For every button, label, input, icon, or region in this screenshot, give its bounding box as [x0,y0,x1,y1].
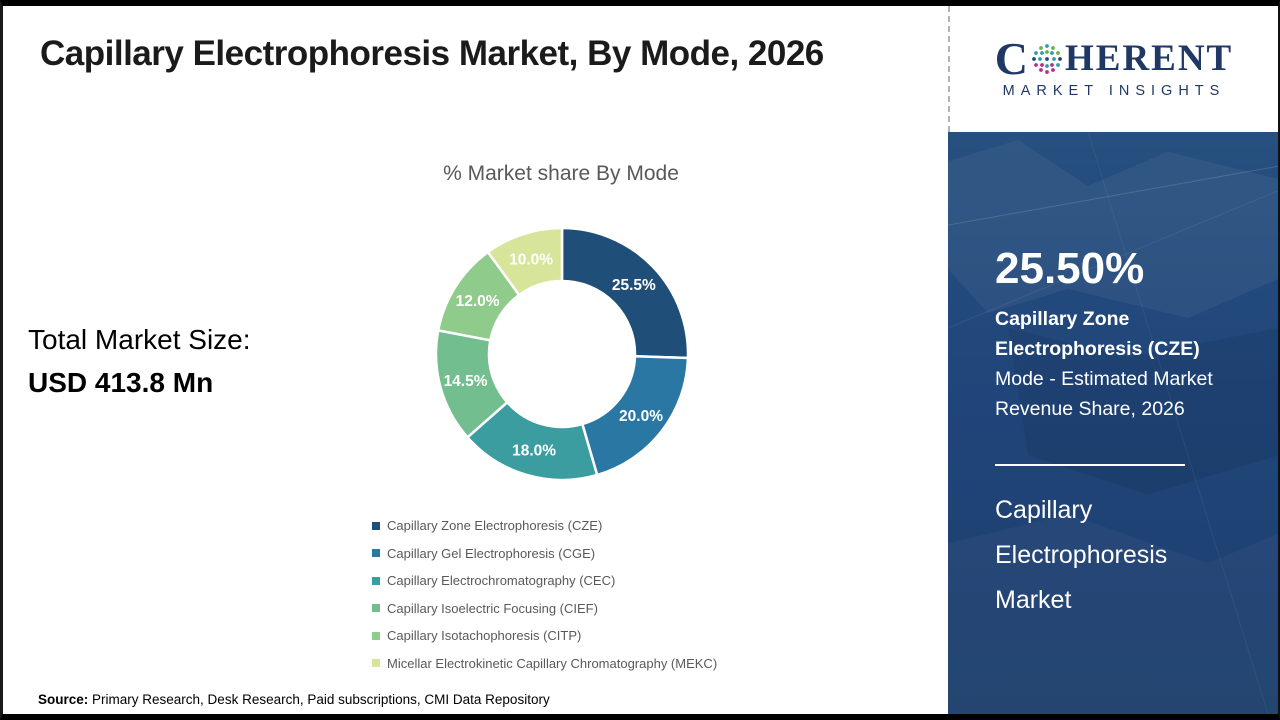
legend-item: Capillary Electrochromatography (CEC) [372,567,717,595]
legend-swatch-icon [372,576,380,585]
legend-label: Micellar Electrokinetic Capillary Chroma… [387,655,718,671]
donut-chart: 25.5% 20.0% 18.0% 14.5% 12.0% 10.0% [434,226,690,482]
logo-subtitle: MARKET INSIGHTS [1002,83,1226,99]
legend-swatch-icon [372,604,380,613]
legend-swatch-icon [372,659,380,668]
donut-slice-label: 25.5% [612,277,656,294]
source-text: Primary Research, Desk Research, Paid su… [92,692,550,707]
legend-label: Capillary Gel Electrophoresis (CGE) [387,545,596,561]
total-market-size-value: USD 413.8 Mn [28,367,214,398]
legend-item: Capillary Gel Electrophoresis (CGE) [372,540,717,568]
donut-slice [486,226,564,297]
donut-slice-label: 20.0% [619,408,663,425]
chart-legend: Capillary Zone Electrophoresis (CZE) Capi… [372,512,717,677]
legend-swatch-icon [372,521,380,530]
logo-wordmark: C HERENT [994,33,1234,84]
donut-slice-label: 14.5% [444,373,488,390]
donut-slice-label: 18.0% [512,443,556,460]
logo-globe-icon [1032,44,1062,74]
donut-slice-label: 12.0% [456,293,500,310]
highlight-stat-segment: Capillary Zone Electrophoresis (CZE) [995,308,1200,360]
total-market-size-label: Total Market Size: [28,324,251,355]
legend-label: Capillary Zone Electrophoresis (CZE) [387,518,603,534]
source-note: Source: Primary Research, Desk Research,… [38,692,550,707]
logo: C HERENT MARKET INSIGHTS [948,6,1278,132]
donut-slice [560,226,690,360]
legend-label: Capillary Isoelectric Focusing (CIEF) [387,600,598,616]
sidebar-highlight-panel: 25.50% Capillary Zone Electrophoresis (C… [948,132,1278,714]
legend-item: Micellar Electrokinetic Capillary Chroma… [372,650,717,678]
highlight-stat-value: 25.50% [995,244,1145,293]
sidebar: C HERENT MARKET INSIGHTS [948,6,1278,714]
total-market-size: Total Market Size: USD 413.8 Mn [28,324,251,399]
highlight-stat-description: Capillary Zone Electrophoresis (CZE) Mod… [995,304,1247,424]
legend-label: Capillary Electrochromatography (CEC) [387,573,616,589]
logo-letters-herent: HERENT [1064,38,1234,79]
legend-swatch-icon [372,549,380,558]
chart-title: % Market share By Mode [443,162,679,185]
legend-label: Capillary Isotachophoresis (CITP) [387,628,582,644]
legend-item: Capillary Isotachophoresis (CITP) [372,622,717,650]
legend-item: Capillary Isoelectric Focusing (CIEF) [372,595,717,623]
legend-swatch-icon [372,631,380,640]
donut-slice-label: 10.0% [509,251,553,268]
sidebar-divider [995,464,1185,466]
page-title: Capillary Electrophoresis Market, By Mod… [40,34,824,73]
sidebar-market-name: Capillary Electrophoresis Market [995,496,1168,614]
logo-letter-c: C [994,33,1028,84]
source-label: Source: [38,692,89,707]
legend-item: Capillary Zone Electrophoresis (CZE) [372,512,717,540]
highlight-stat-caption: Mode - Estimated Market Revenue Share, 2… [995,368,1213,420]
